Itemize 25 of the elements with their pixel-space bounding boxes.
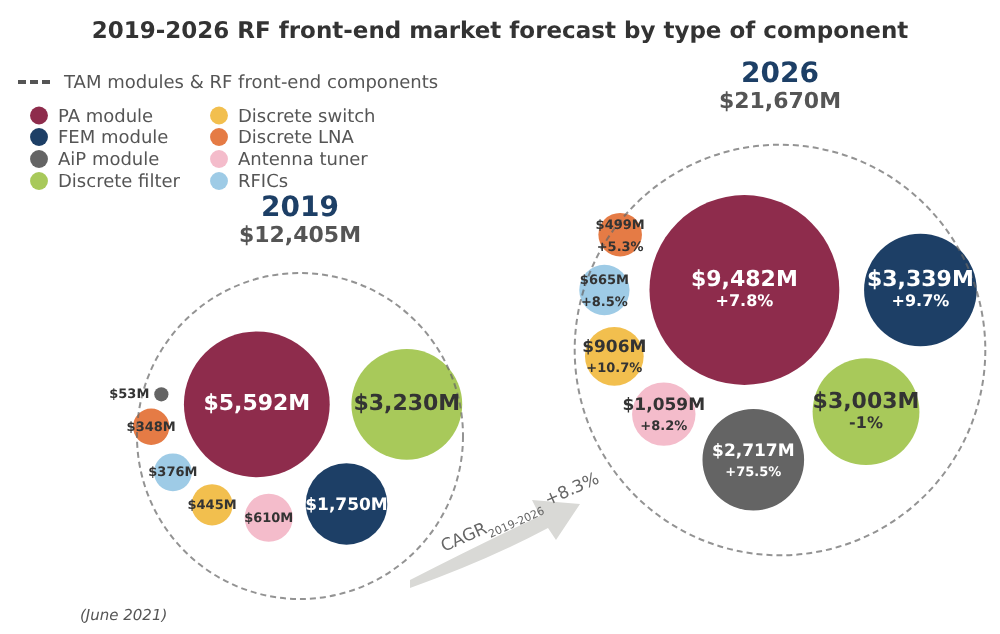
- data-label: $2,717M: [712, 441, 795, 462]
- text: -1%: [849, 413, 883, 432]
- data-label: $1,750M: [305, 495, 388, 516]
- legend-label: Antenna tuner: [238, 151, 369, 171]
- legend-label: Discrete LNA: [238, 129, 356, 149]
- legend-label: RFICs: [238, 173, 289, 193]
- legend-label: PA module: [58, 107, 155, 128]
- legend-label: Discrete filter: [58, 173, 181, 193]
- data-label: $3,230M: [353, 390, 461, 417]
- text: 2019-2026 RF front-end market forecast by type of component: [91, 16, 910, 44]
- text: +9.7%: [891, 292, 950, 310]
- category-label: 2026: [741, 58, 819, 91]
- text: $21,670M: [718, 88, 842, 115]
- legend-label: Discrete switch: [238, 107, 376, 128]
- data-label: $3,339M: [867, 266, 974, 292]
- legend-label: AiP module: [58, 151, 161, 171]
- text: TAM modules & RF front-end components: [62, 74, 439, 94]
- data-label: $1,059M: [622, 396, 706, 417]
- text: $12,405M: [238, 222, 362, 249]
- data-label: $9,482M: [691, 266, 798, 292]
- category-label: 2019: [261, 192, 339, 225]
- data-label: $5,592M: [203, 390, 311, 417]
- data-label: $3,003M: [812, 387, 920, 414]
- text: +7.8%: [715, 292, 774, 310]
- legend-label: FEM module: [58, 129, 170, 149]
